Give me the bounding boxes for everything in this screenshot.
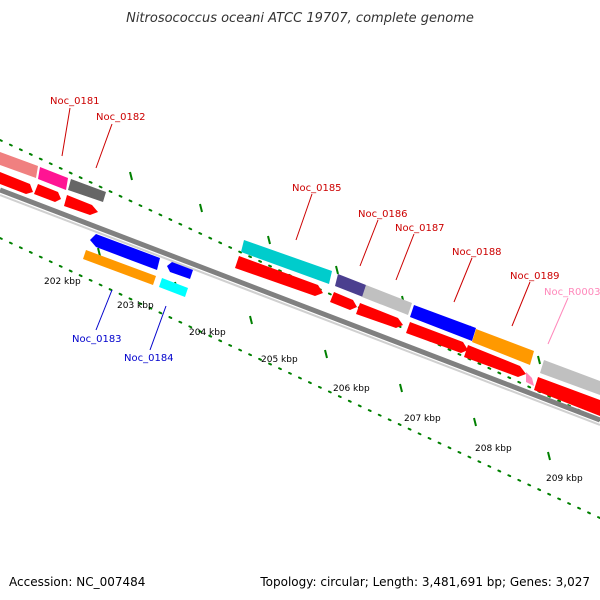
gene-noc-0181 bbox=[0, 152, 38, 178]
kbp-tick-mark bbox=[473, 417, 477, 427]
kbp-label-207: 207 kbp bbox=[404, 414, 441, 424]
gene-noc-0188 bbox=[410, 305, 476, 341]
kbp-tick-mark bbox=[97, 247, 101, 257]
gene-noc-0184 bbox=[167, 262, 193, 279]
gene-orange-reverse bbox=[83, 250, 156, 285]
callout-noc-0186 bbox=[359, 219, 379, 267]
cds-arrow bbox=[64, 195, 98, 215]
accession-label: Accession: NC_007484 bbox=[9, 575, 145, 589]
kbp-label-202: 202 kbp bbox=[44, 277, 81, 287]
label-noc-0188: Noc_0188 bbox=[452, 247, 502, 258]
kbp-tick-mark bbox=[267, 235, 271, 245]
label-noc-0185: Noc_0185 bbox=[292, 183, 342, 194]
label-noc-r0003: Noc_R0003 bbox=[544, 287, 600, 298]
callout-noc-0188 bbox=[453, 257, 473, 303]
callout-noc-r0003 bbox=[547, 297, 569, 345]
gene-noc-0187 bbox=[362, 285, 412, 315]
kbp-label-205: 205 kbp bbox=[261, 355, 298, 365]
genome-backbone-shadow bbox=[0, 194, 600, 426]
gene-noc-0182 bbox=[68, 179, 106, 202]
label-noc-0181: Noc_0181 bbox=[50, 96, 100, 107]
cds-arrow bbox=[464, 345, 526, 377]
cds-arrow bbox=[235, 256, 323, 296]
cds-arrow bbox=[0, 172, 33, 194]
callout-noc-0182 bbox=[95, 123, 113, 169]
tick-ring-lower bbox=[0, 237, 600, 519]
genome-track: Noc_0181 Noc_0182 Noc_0185 Noc_0186 Noc_… bbox=[0, 96, 600, 519]
kbp-tick-mark bbox=[399, 383, 403, 393]
callout-noc-0189 bbox=[511, 281, 531, 327]
kbp-label-204: 204 kbp bbox=[189, 328, 226, 338]
callout-noc-0184 bbox=[149, 305, 167, 351]
kbp-tick-mark bbox=[324, 349, 328, 359]
cds-arrow bbox=[34, 184, 61, 202]
cds-arrow bbox=[356, 303, 403, 328]
label-noc-0184: Noc_0184 bbox=[124, 353, 174, 364]
kbp-label-203: 203 kbp bbox=[117, 301, 154, 311]
genome-backbone bbox=[0, 187, 600, 423]
gene-noc-0183 bbox=[90, 234, 160, 270]
kbp-tick-mark bbox=[199, 203, 203, 213]
gene-noc-0185 bbox=[241, 240, 332, 284]
gene-noc-0189 bbox=[472, 329, 534, 365]
kbp-label-209: 209 kbp bbox=[546, 474, 583, 484]
kbp-tick-mark bbox=[537, 355, 541, 365]
label-noc-0182: Noc_0182 bbox=[96, 112, 146, 123]
kbp-label-208: 208 kbp bbox=[475, 444, 512, 454]
label-noc-0186: Noc_0186 bbox=[358, 209, 408, 220]
kbp-label-206: 206 kbp bbox=[333, 384, 370, 394]
cds-arrow bbox=[534, 377, 600, 416]
gene-noc-r0003-region bbox=[540, 360, 600, 395]
kbp-tick-mark bbox=[547, 451, 551, 461]
kbp-tick-mark bbox=[129, 171, 133, 181]
kbp-tick-mark bbox=[249, 315, 253, 325]
kbp-tick-mark bbox=[335, 265, 339, 275]
callout-noc-0181 bbox=[61, 107, 71, 157]
map-title: Nitrosococcus oceani ATCC 19707, complet… bbox=[126, 11, 474, 26]
cds-arrow bbox=[406, 322, 468, 353]
callout-noc-0185 bbox=[295, 193, 313, 241]
cds-arrow bbox=[330, 292, 357, 310]
genome-summary-label: Topology: circular; Length: 3,481,691 bp… bbox=[259, 575, 590, 589]
label-noc-0183: Noc_0183 bbox=[72, 334, 122, 345]
gene-noc-0186 bbox=[335, 274, 366, 297]
rna-arrow bbox=[526, 372, 534, 386]
gene-cyan-reverse bbox=[159, 278, 188, 297]
callout-noc-0183 bbox=[95, 289, 113, 331]
label-noc-0187: Noc_0187 bbox=[395, 223, 445, 234]
gene-noc-0181-b bbox=[38, 167, 68, 190]
callout-noc-0187 bbox=[395, 233, 415, 281]
label-noc-0189: Noc_0189 bbox=[510, 271, 560, 282]
